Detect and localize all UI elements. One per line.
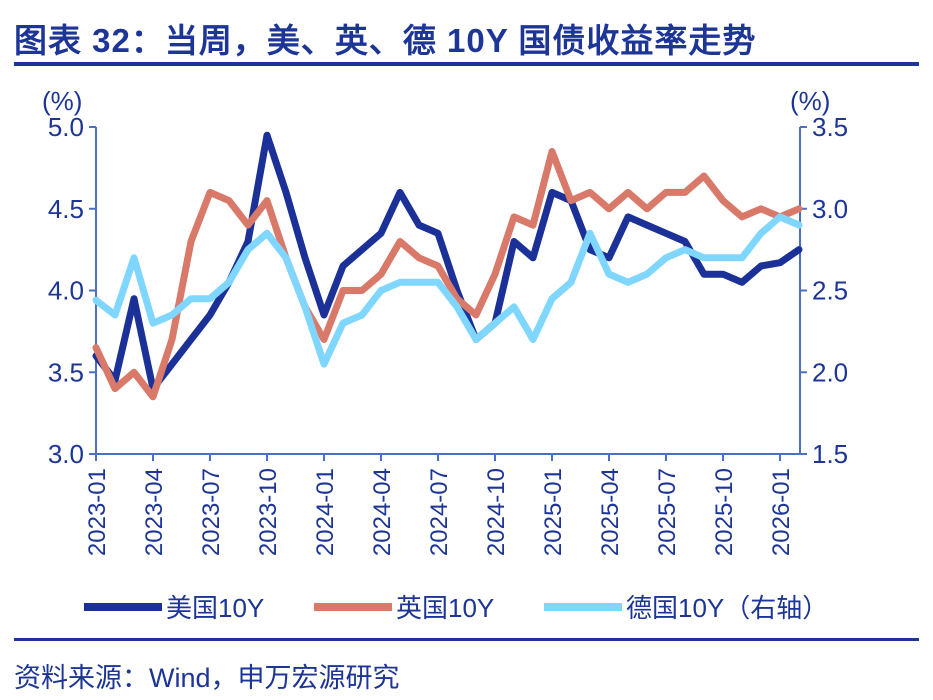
right-unit-label: (%): [790, 86, 830, 116]
series-line-2: [92, 213, 803, 368]
right-tick-label: 2.0: [812, 357, 848, 387]
x-tick-label: 2023-07: [198, 468, 225, 556]
right-tick-label: 1.5: [812, 439, 848, 469]
x-tick-label: 2023-10: [255, 468, 282, 556]
x-tick-label: 2023-01: [84, 468, 111, 556]
right-tick-label: 3.0: [812, 194, 848, 224]
x-tick-label: 2026-01: [768, 468, 795, 556]
legend-label-2: 德国10Y（右轴）: [626, 593, 828, 623]
x-tick-label: 2024-10: [483, 468, 510, 556]
left-tick-label: 4.5: [48, 194, 84, 224]
series-line-1: [92, 148, 803, 401]
x-tick-label: 2025-04: [597, 468, 624, 556]
x-tick-label: 2024-01: [312, 468, 339, 556]
chart-title: 图表 32：当周，美、英、德 10Y 国债收益率走势: [14, 22, 757, 59]
title-rule: [14, 62, 919, 66]
left-tick-label: 3.0: [48, 439, 84, 469]
legend-label-0: 美国10Y: [166, 593, 264, 623]
footer-rule: [14, 638, 919, 641]
x-tick-label: 2025-01: [540, 468, 567, 556]
x-tick-label: 2025-07: [654, 468, 681, 556]
x-tick-label: 2025-10: [711, 468, 738, 556]
x-tick-label: 2024-04: [369, 468, 396, 556]
series-line-0: [92, 131, 803, 393]
right-tick-label: 3.5: [812, 112, 848, 142]
legend-label-1: 英国10Y: [396, 593, 494, 623]
left-tick-label: 3.5: [48, 357, 84, 387]
x-tick-label: 2024-07: [426, 468, 453, 556]
x-tick-label: 2023-04: [141, 468, 168, 556]
left-tick-label: 5.0: [48, 112, 84, 142]
left-unit-label: (%): [42, 86, 82, 116]
right-tick-label: 2.5: [812, 276, 848, 306]
left-tick-label: 4.0: [48, 276, 84, 306]
source-note: 资料来源：Wind，申万宏源研究: [14, 663, 400, 693]
